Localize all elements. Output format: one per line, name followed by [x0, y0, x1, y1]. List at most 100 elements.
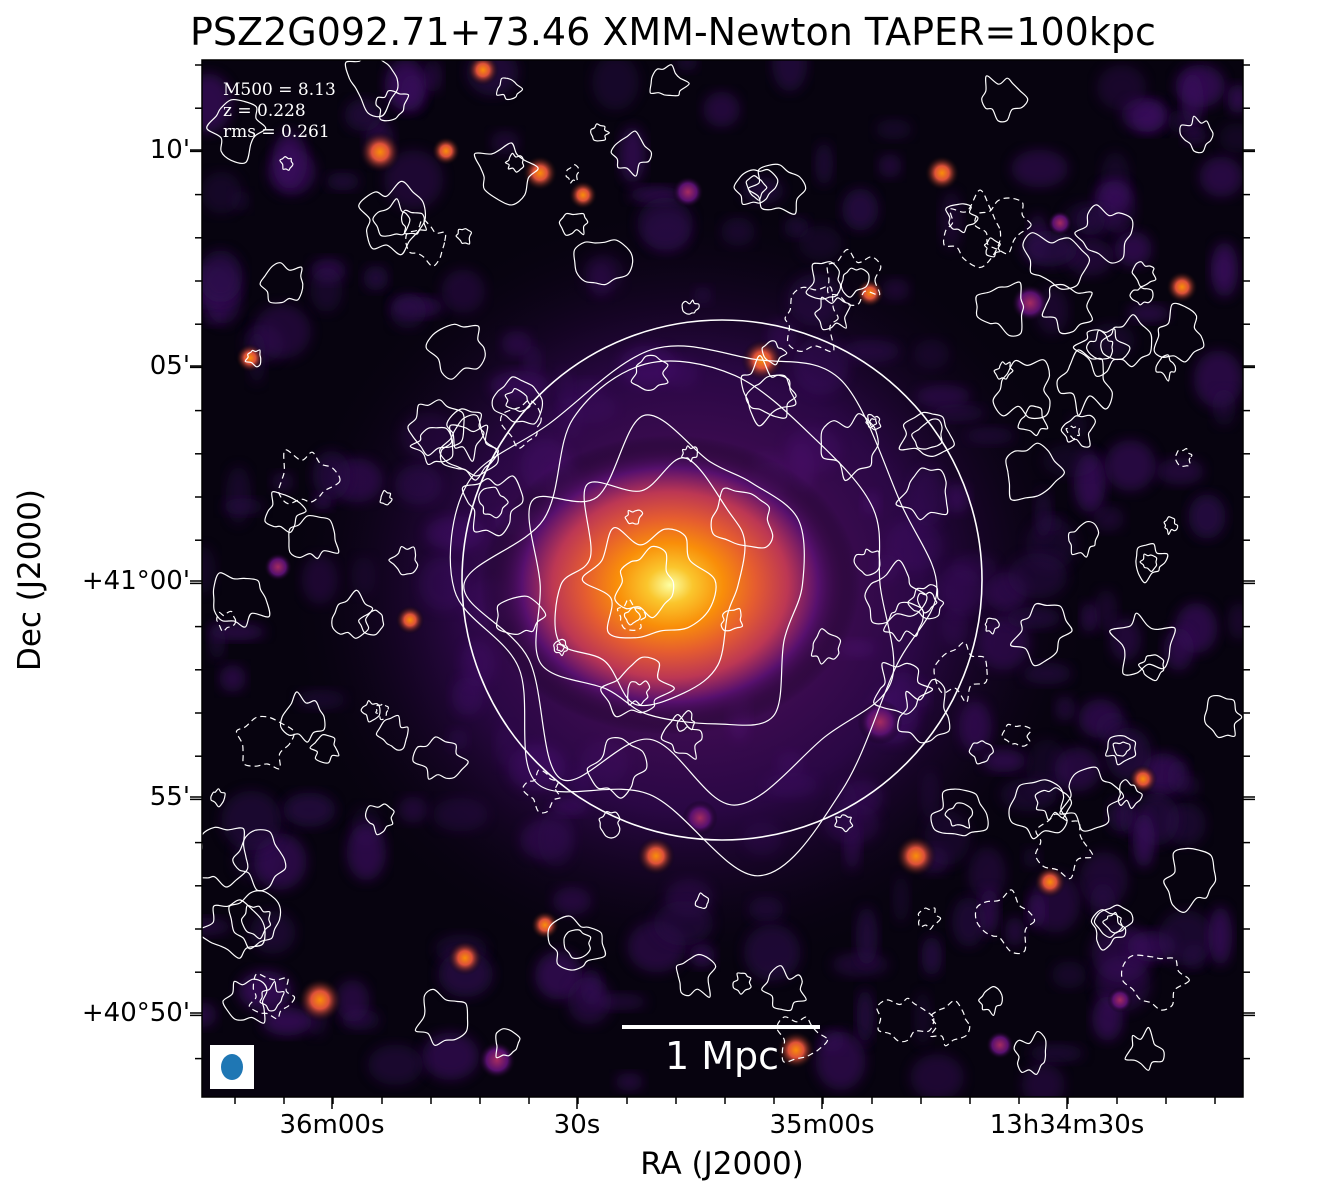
noise-blob — [875, 119, 912, 140]
contour-line — [897, 678, 951, 744]
contour-line — [495, 1028, 521, 1059]
xtick-label: 30s — [553, 1110, 601, 1140]
contour-line — [1203, 694, 1243, 739]
noise-blob — [202, 917, 231, 936]
contour-line — [916, 591, 938, 614]
noise-blob — [1088, 323, 1135, 359]
noise-blob — [815, 1031, 866, 1091]
ytick-label: 05' — [149, 351, 190, 381]
noise-blob — [1158, 910, 1214, 966]
contour-line — [1102, 911, 1123, 934]
contour-line — [1008, 779, 1068, 840]
contour-line — [372, 198, 411, 237]
contour-line — [344, 60, 399, 118]
contour-line — [360, 700, 381, 723]
noise-blob — [363, 265, 389, 291]
contour-line — [364, 803, 395, 836]
contour-line — [710, 487, 774, 549]
contour-line — [414, 988, 469, 1046]
contour-line — [206, 98, 267, 165]
contour-line — [412, 736, 469, 780]
point-source — [1166, 271, 1198, 303]
noise-blob — [1227, 84, 1243, 114]
contour-line — [981, 75, 1029, 123]
contour-line — [895, 467, 949, 521]
noise-blob — [842, 188, 879, 231]
noise-blob — [326, 172, 360, 191]
noise-blob — [592, 60, 639, 111]
noise-blob — [202, 1002, 217, 1028]
contour-line — [614, 545, 675, 619]
contour-line — [720, 607, 744, 632]
ytick-label: +41°00' — [81, 566, 190, 596]
contour-line — [627, 680, 651, 706]
contour-line — [590, 123, 610, 142]
contour-line — [745, 374, 797, 419]
noise-blob — [1227, 602, 1243, 640]
noise-blob — [202, 250, 243, 303]
contour-line — [586, 737, 648, 799]
contour-line — [873, 662, 934, 715]
contour-line — [993, 361, 1014, 380]
noise-blob — [225, 466, 252, 525]
figure-title: PSZ2G092.71+73.46 XMM-Newton TAPER=100kp… — [190, 10, 1156, 54]
contour-line — [983, 237, 1001, 258]
noise-blob — [676, 60, 698, 72]
contour-line — [553, 638, 569, 657]
noise-blob — [703, 91, 740, 128]
contour-line — [405, 218, 447, 267]
rms-value: rms = 0.261 — [223, 122, 330, 142]
contour-line — [240, 904, 272, 940]
contour-line — [277, 449, 341, 505]
contour-line — [1010, 602, 1073, 667]
r500-circle — [461, 319, 983, 841]
noise-blob — [250, 910, 296, 954]
noise-blob — [1065, 237, 1114, 277]
noise-blob — [344, 98, 382, 132]
noise-blob — [772, 60, 808, 92]
xtick-label: 13h34m30s — [989, 1110, 1145, 1140]
plot-frame — [201, 59, 1244, 1098]
ytick-label: 55' — [149, 782, 190, 812]
noise-blob — [283, 792, 336, 828]
contour-line — [1085, 329, 1114, 360]
contour-line — [491, 376, 544, 425]
noise-blob — [878, 153, 902, 178]
contour-line — [930, 788, 989, 837]
noise-blob — [1219, 123, 1243, 153]
noise-blob — [1076, 206, 1106, 236]
contour-line — [649, 64, 690, 97]
contour-line — [556, 643, 566, 653]
point-source — [477, 1040, 517, 1080]
contour-line — [1013, 1030, 1047, 1075]
contour-line — [232, 829, 287, 892]
ytick-label: 10' — [149, 135, 190, 165]
contour-line — [623, 606, 641, 626]
xtick-label: 36m00s — [279, 1110, 385, 1140]
contour-line — [1034, 787, 1073, 821]
noise-blob — [262, 1007, 313, 1036]
contour-line — [675, 953, 717, 998]
contour-line — [1005, 442, 1065, 501]
point-source — [395, 605, 425, 635]
contour-line — [228, 890, 282, 950]
contour-line — [558, 212, 589, 236]
point-source — [297, 977, 343, 1023]
radio-contours — [202, 60, 1243, 1075]
contour-line — [944, 802, 974, 829]
noise-blob — [202, 171, 242, 214]
axis-ticks — [190, 64, 1255, 1109]
noise-blob — [1027, 893, 1046, 929]
contour-line — [547, 915, 607, 971]
noise-blob — [423, 60, 443, 93]
noise-blob — [1104, 440, 1156, 491]
contour-line — [1131, 261, 1157, 288]
contour-line — [495, 595, 547, 635]
contour-line — [279, 691, 326, 743]
contour-line — [259, 980, 285, 1012]
contour-line — [1074, 204, 1134, 264]
contour-line — [1034, 813, 1094, 880]
contour-line — [212, 572, 271, 628]
contour-line — [810, 628, 842, 665]
noise-blob — [1097, 179, 1136, 234]
